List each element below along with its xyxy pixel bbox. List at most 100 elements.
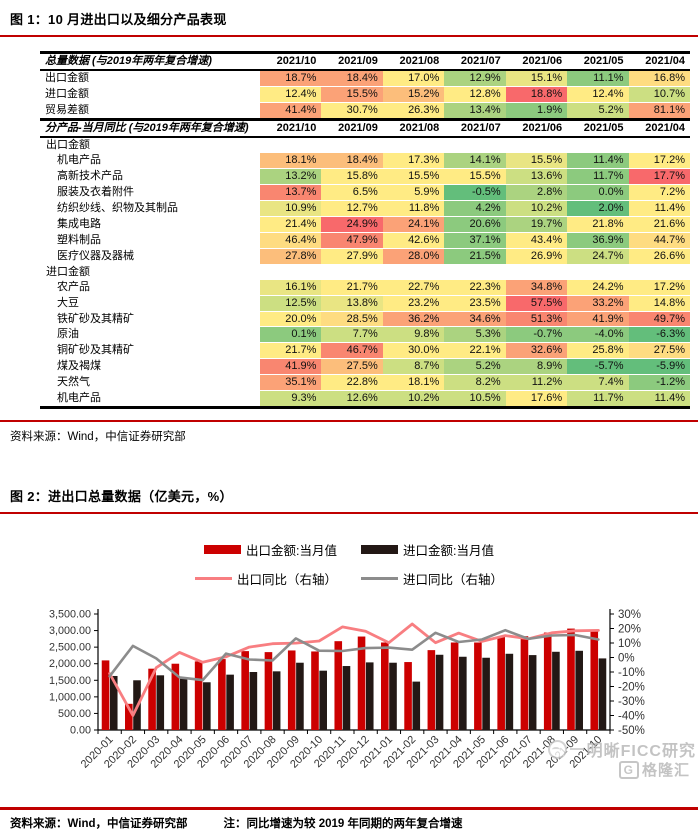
heat-cell: 18.1%	[260, 152, 322, 169]
table-section-header: 分产品-当月同比 (与2019年两年复合增速) 2021/10 2021/09 202…	[40, 117, 690, 138]
heat-cell: 36.9%	[567, 232, 629, 249]
heat-cell: 15.5%	[382, 168, 445, 185]
heat-cell: 11.1%	[567, 69, 629, 87]
heat-cell: 14.1%	[444, 152, 506, 169]
heat-cell: 21.8%	[567, 216, 629, 233]
heat-cell: 13.8%	[321, 295, 383, 312]
heat-cell: 15.5%	[444, 168, 506, 185]
heat-cell: 41.9%	[567, 311, 629, 328]
import-bar	[435, 655, 444, 731]
import-bar	[459, 657, 467, 731]
figure1-block: 图 1：10 月进出口以及细分产品表现 总量数据 (与2019年两年复合增速) 2…	[0, 12, 698, 443]
heat-cell: 12.4%	[260, 86, 322, 103]
heat-cell: 46.7%	[321, 342, 383, 360]
import-bar	[109, 676, 118, 731]
heat-cell: 34.6%	[444, 311, 506, 328]
heat-cell: 15.5%	[321, 86, 383, 103]
heat-cell: 26.9%	[505, 248, 568, 265]
legend-label: 进口金额:当月值	[403, 544, 494, 559]
legend-row: 出口金额:当月值 进口金额:当月值	[204, 540, 494, 559]
import-bar	[528, 655, 537, 731]
heat-cell: 10.2%	[505, 200, 568, 217]
table-row: 天然气 35.1% 22.8% 18.1% 8.2% 11.2% 7.4% -1.2%	[40, 374, 690, 392]
import-bar	[156, 675, 165, 731]
heat-cell: 11.7%	[567, 390, 629, 409]
right-axis-label: -40%	[618, 711, 645, 723]
table-row: 贸易差额 41.4% 30.7% 26.3% 13.4% 1.9% 5.2% 81.1%	[40, 102, 690, 120]
heat-cell: 81.1%	[628, 102, 690, 120]
export-bar	[567, 628, 575, 731]
column-header: 2021/06	[505, 117, 568, 138]
export-bar	[287, 650, 296, 731]
import-bar	[365, 662, 374, 731]
heat-cell: -5.9%	[628, 358, 690, 376]
row-label: 高新技术产品	[57, 169, 123, 182]
column-header: 2021/06	[505, 50, 568, 71]
heat-cell: 57.5%	[505, 295, 568, 312]
group-label: 进口金额	[46, 265, 90, 278]
heat-cell: 26.3%	[382, 102, 445, 120]
legend-label: 出口同比（右轴）	[236, 573, 337, 588]
heat-cell: 15.5%	[505, 152, 568, 169]
heat-cell: 2.8%	[505, 184, 568, 201]
heat-cell: 17.6%	[505, 390, 568, 409]
left-axis-label: 2,000.00	[49, 659, 91, 671]
heat-cell: 41.9%	[260, 358, 322, 376]
heat-cell: 17.0%	[382, 69, 445, 87]
heat-cell: 17.2%	[628, 152, 690, 169]
heat-cell: 27.9%	[321, 248, 383, 265]
heat-cell: 19.7%	[505, 216, 568, 233]
heat-cell: 22.7%	[382, 279, 445, 296]
heat-cell: 49.7%	[628, 311, 690, 328]
figure2-title: 图 2：进出口总量数据（亿美元，%）	[10, 489, 233, 505]
heat-cell: -0.7%	[505, 326, 568, 344]
group-label: 出口金额	[46, 138, 90, 151]
table-row: 机电产品 18.1% 18.4% 17.3% 14.1% 15.5% 11.4% 17.2%	[40, 152, 690, 169]
table-row: 出口金额 18.7% 18.4% 17.0% 12.9% 15.1% 11.1% 16.8%	[40, 69, 690, 87]
heat-cell: 14.8%	[628, 295, 690, 312]
row-label: 集成电路	[57, 217, 101, 230]
heat-cell: 9.8%	[382, 326, 445, 344]
heat-cell: 11.7%	[567, 168, 629, 185]
heat-cell: 11.2%	[505, 374, 568, 392]
export-bar	[101, 660, 110, 731]
left-axis-label: 0.00	[70, 725, 91, 737]
heat-cell: 22.1%	[444, 342, 506, 360]
heat-cell: 5.9%	[382, 184, 445, 201]
column-header: 2021/05	[567, 50, 629, 71]
legend-label: 出口金额:当月值	[246, 544, 337, 559]
row-label: 机电产品	[57, 154, 101, 167]
heat-cell: -4.0%	[567, 326, 629, 344]
row-label: 机电产品	[57, 392, 101, 405]
row-label: 天然气	[57, 376, 90, 389]
heat-cell: 16.8%	[628, 69, 690, 87]
heat-cell: 0.0%	[567, 184, 629, 201]
legend-item: 进口金额:当月值	[361, 540, 494, 559]
heat-cell: 17.3%	[382, 152, 445, 169]
section-header-label: 分产品-当月同比 (与2019年两年复合增速)	[40, 117, 260, 138]
heat-cell: 44.7%	[628, 232, 690, 249]
heat-cell: -5.7%	[567, 358, 629, 376]
heat-cell: 12.8%	[444, 86, 506, 103]
table-row: 铜矿砂及其精矿 21.7% 46.7% 30.0% 22.1% 32.6% 25.8% 27.…	[40, 342, 690, 360]
heat-cell: 22.8%	[321, 374, 383, 392]
heat-cell: 0.1%	[260, 326, 322, 344]
heat-cell: 8.9%	[505, 358, 568, 376]
heat-cell: 11.8%	[382, 200, 445, 217]
right-axis-label: -20%	[618, 682, 645, 694]
heat-cell: 5.3%	[444, 326, 506, 344]
section-header-label: 总量数据 (与2019年两年复合增速)	[40, 50, 260, 71]
heat-cell: 13.7%	[260, 184, 322, 201]
import-bar	[296, 663, 304, 731]
export-bar	[241, 651, 249, 731]
heat-cell: 47.9%	[321, 232, 383, 249]
trade-chart: 3,500.00 3,000.00 2,500.00 2,000.00 1,500.00…	[49, 609, 645, 771]
column-header: 2021/09	[321, 50, 383, 71]
row-label: 原油	[57, 328, 79, 341]
import-bar	[412, 681, 421, 731]
row-label: 出口金额	[45, 72, 89, 85]
heat-cell: 18.4%	[321, 69, 383, 87]
export-bar	[125, 704, 133, 731]
row-label: 农产品	[57, 280, 90, 293]
legend-item: 进口同比（右轴）	[361, 569, 503, 588]
